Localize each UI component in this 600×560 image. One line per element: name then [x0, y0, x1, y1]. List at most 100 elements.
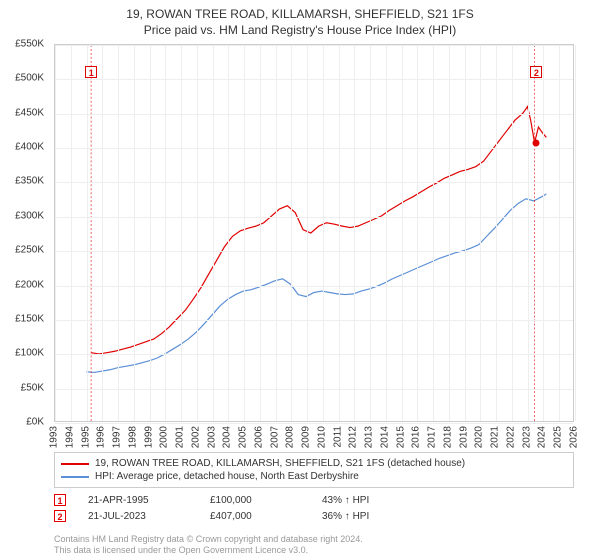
plot-wrap: 12 £0K£50K£100K£150K£200K£250K£300K£350K…: [54, 44, 574, 422]
xtick-label: 2016: [411, 426, 422, 448]
gridline-v: [165, 45, 166, 421]
gridline-v: [559, 45, 560, 421]
marker-box: 1: [85, 66, 97, 78]
series-line: [86, 194, 546, 372]
legend-label: 19, ROWAN TREE ROAD, KILLAMARSH, SHEFFIE…: [95, 457, 465, 470]
xtick-label: 2003: [206, 426, 217, 448]
ytick-label: £50K: [0, 382, 44, 393]
gridline-v: [150, 45, 151, 421]
note-date: 21-APR-1995: [88, 495, 188, 506]
legend: 19, ROWAN TREE ROAD, KILLAMARSH, SHEFFIE…: [54, 452, 574, 488]
xtick-label: 2013: [364, 426, 375, 448]
gridline-v: [339, 45, 340, 421]
gridline-v: [386, 45, 387, 421]
xtick-label: 2009: [301, 426, 312, 448]
xtick-label: 2020: [474, 426, 485, 448]
gridline-v: [307, 45, 308, 421]
gridline-v: [244, 45, 245, 421]
xtick-label: 2015: [395, 426, 406, 448]
ytick-label: £350K: [0, 176, 44, 187]
gridline-v: [543, 45, 544, 421]
xtick-label: 2011: [332, 426, 343, 448]
gridline-v: [55, 45, 56, 421]
gridline-v: [276, 45, 277, 421]
gridline-v: [134, 45, 135, 421]
gridline-v: [291, 45, 292, 421]
xtick-label: 2010: [316, 426, 327, 448]
footer-line1: Contains HM Land Registry data © Crown c…: [54, 534, 574, 545]
xtick-label: 2005: [238, 426, 249, 448]
xtick-label: 1998: [127, 426, 138, 448]
footer: Contains HM Land Registry data © Crown c…: [54, 534, 574, 557]
xtick-label: 2000: [159, 426, 170, 448]
series-line: [91, 107, 546, 354]
ytick-label: £100K: [0, 348, 44, 359]
footer-line2: This data is licensed under the Open Gov…: [54, 545, 574, 556]
gridline-h: [55, 423, 573, 424]
xtick-label: 2026: [569, 426, 580, 448]
legend-row: 19, ROWAN TREE ROAD, KILLAMARSH, SHEFFIE…: [61, 457, 567, 470]
xtick-label: 2017: [427, 426, 438, 448]
xtick-label: 2004: [222, 426, 233, 448]
ytick-label: £250K: [0, 245, 44, 256]
legend-swatch: [61, 476, 89, 478]
marker-notes: 1 21-APR-1995 £100,000 43% ↑ HPI 2 21-JU…: [54, 490, 574, 522]
xtick-label: 2007: [269, 426, 280, 448]
gridline-v: [102, 45, 103, 421]
title-line2: Price paid vs. HM Land Registry's House …: [0, 22, 600, 38]
note-marker-box: 1: [54, 494, 66, 506]
gridline-v: [528, 45, 529, 421]
gridline-v: [449, 45, 450, 421]
gridline-v: [575, 45, 576, 421]
xtick-label: 2023: [521, 426, 532, 448]
xtick-label: 2002: [190, 426, 201, 448]
xtick-label: 2018: [442, 426, 453, 448]
ytick-label: £500K: [0, 73, 44, 84]
ytick-label: £400K: [0, 142, 44, 153]
xtick-label: 2021: [490, 426, 501, 448]
xtick-label: 2012: [348, 426, 359, 448]
note-marker-box: 2: [54, 510, 66, 522]
chart-title: 19, ROWAN TREE ROAD, KILLAMARSH, SHEFFIE…: [0, 0, 600, 38]
gridline-v: [87, 45, 88, 421]
gridline-v: [370, 45, 371, 421]
xtick-label: 2025: [553, 426, 564, 448]
xtick-label: 1994: [64, 426, 75, 448]
legend-row: HPI: Average price, detached house, Nort…: [61, 470, 567, 483]
marker-box: 2: [530, 66, 542, 78]
xtick-label: 2019: [458, 426, 469, 448]
title-line1: 19, ROWAN TREE ROAD, KILLAMARSH, SHEFFIE…: [0, 6, 600, 22]
note-row: 1 21-APR-1995 £100,000 43% ↑ HPI: [54, 494, 574, 506]
note-date: 21-JUL-2023: [88, 511, 188, 522]
end-dot: [533, 140, 540, 147]
xtick-label: 1995: [80, 426, 91, 448]
ytick-label: £450K: [0, 107, 44, 118]
note-row: 2 21-JUL-2023 £407,000 36% ↑ HPI: [54, 510, 574, 522]
gridline-v: [465, 45, 466, 421]
xtick-label: 2024: [537, 426, 548, 448]
gridline-v: [118, 45, 119, 421]
xtick-label: 2001: [175, 426, 186, 448]
gridline-v: [260, 45, 261, 421]
legend-swatch: [61, 463, 89, 465]
plot-area: 12: [54, 44, 574, 422]
gridline-v: [480, 45, 481, 421]
legend-label: HPI: Average price, detached house, Nort…: [95, 470, 359, 483]
gridline-v: [197, 45, 198, 421]
gridline-v: [228, 45, 229, 421]
gridline-v: [402, 45, 403, 421]
ytick-label: £300K: [0, 210, 44, 221]
gridline-v: [323, 45, 324, 421]
note-price: £100,000: [210, 495, 300, 506]
xtick-label: 2008: [285, 426, 296, 448]
gridline-v: [181, 45, 182, 421]
gridline-v: [433, 45, 434, 421]
note-price: £407,000: [210, 511, 300, 522]
gridline-v: [417, 45, 418, 421]
ytick-label: £200K: [0, 279, 44, 290]
gridline-v: [71, 45, 72, 421]
xtick-label: 2014: [379, 426, 390, 448]
xtick-label: 1996: [96, 426, 107, 448]
gridline-v: [496, 45, 497, 421]
note-pct: 43% ↑ HPI: [322, 495, 369, 506]
